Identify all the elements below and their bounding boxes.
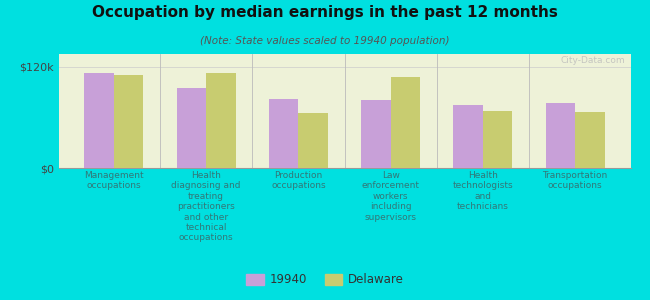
Bar: [361, 100, 391, 168]
Bar: [269, 99, 298, 168]
Legend: 19940, Delaware: 19940, Delaware: [241, 269, 409, 291]
Bar: [84, 73, 114, 168]
Bar: [206, 74, 236, 168]
Bar: [483, 111, 512, 168]
Text: Health
diagnosing and
treating
practitioners
and other
technical
occupations: Health diagnosing and treating practitio…: [172, 171, 241, 242]
Bar: [453, 105, 483, 168]
Bar: [298, 113, 328, 168]
Text: Production
occupations: Production occupations: [271, 171, 326, 190]
Bar: [177, 88, 206, 168]
Bar: [545, 103, 575, 168]
Text: (Note: State values scaled to 19940 population): (Note: State values scaled to 19940 popu…: [200, 36, 450, 46]
Text: Occupation by median earnings in the past 12 months: Occupation by median earnings in the pas…: [92, 4, 558, 20]
Text: Law
enforcement
workers
including
supervisors: Law enforcement workers including superv…: [361, 171, 420, 222]
Text: City-Data.com: City-Data.com: [560, 56, 625, 65]
Bar: [114, 75, 144, 168]
Bar: [391, 77, 420, 168]
Text: Transportation
occupations: Transportation occupations: [543, 171, 608, 190]
Text: Management
occupations: Management occupations: [84, 171, 144, 190]
Text: Health
technologists
and
technicians: Health technologists and technicians: [452, 171, 514, 211]
Bar: [575, 112, 604, 168]
